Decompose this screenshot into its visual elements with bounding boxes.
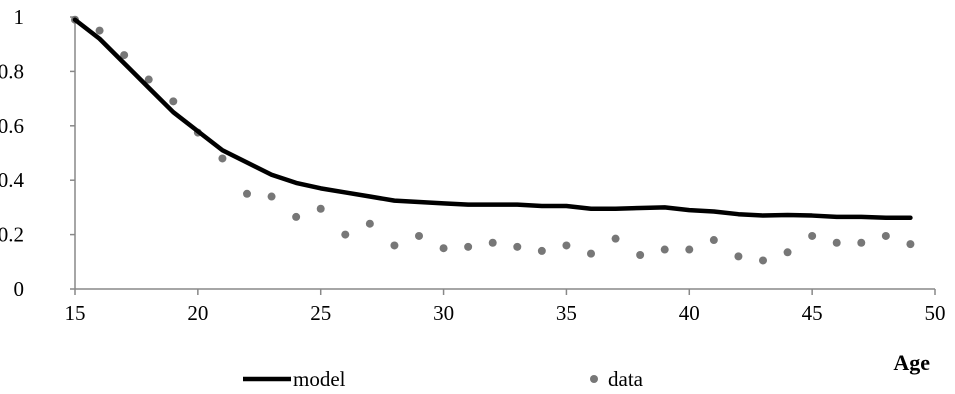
data-point (292, 212, 301, 221)
x-tick-label: 15 (65, 301, 86, 325)
data-point (95, 26, 104, 35)
legend-swatch-data (590, 375, 598, 383)
y-tick-label: 1 (14, 5, 25, 29)
x-tick-label: 25 (310, 301, 331, 325)
y-tick-label: 0.2 (0, 223, 24, 247)
x-tick-label: 35 (556, 301, 577, 325)
legend-label-model: model (293, 367, 346, 391)
data-point (562, 241, 571, 250)
data-point (513, 242, 522, 251)
data-point (537, 246, 546, 255)
data-point (316, 204, 325, 213)
data-point (144, 75, 153, 84)
data-point (832, 238, 841, 247)
y-tick-label: 0.8 (0, 59, 24, 83)
data-point (464, 242, 473, 251)
data-point (341, 230, 350, 239)
data-point (660, 245, 669, 254)
x-tick-labels: 15 20 25 30 35 40 45 50 (65, 289, 946, 325)
data-point (488, 238, 497, 247)
data-point (906, 240, 915, 249)
y-tick-label: 0 (14, 277, 25, 301)
legend-item-data: data (590, 367, 644, 391)
data-point (857, 238, 866, 247)
x-tick-label: 20 (187, 301, 208, 325)
x-axis-title: Age (893, 350, 930, 375)
data-point (439, 244, 448, 253)
data-point (808, 231, 817, 240)
data-point (759, 256, 767, 265)
x-tick-label: 40 (679, 301, 700, 325)
data-point (636, 251, 645, 259)
data-point (783, 248, 792, 257)
model-line (72, 17, 913, 220)
legend-item-model: model (243, 367, 346, 391)
plot-area (71, 15, 915, 265)
x-tick-label: 30 (433, 301, 454, 325)
y-axis: 0 0.2 0.4 0.6 0.8 1 (0, 5, 76, 301)
data-point (365, 219, 374, 228)
data-point (587, 249, 595, 258)
data-point (685, 245, 694, 254)
data-point (881, 231, 890, 240)
data-point (267, 192, 276, 201)
y-tick-label: 0.6 (0, 114, 24, 138)
y-tick-label: 0.4 (0, 168, 25, 192)
y-tick-labels: 0 0.2 0.4 0.6 0.8 1 (0, 5, 75, 301)
legend-label-data: data (608, 367, 644, 391)
x-tick-label: 50 (925, 301, 946, 325)
legend: model data (243, 367, 644, 391)
x-axis: 15 20 25 30 35 40 45 50 Age (65, 288, 946, 375)
data-point (734, 252, 743, 261)
data-point (390, 241, 399, 250)
data-point (709, 236, 718, 245)
data-point (243, 189, 251, 198)
data-point (169, 97, 178, 106)
data-point (120, 51, 129, 60)
data-point (611, 234, 620, 243)
x-tick-label: 45 (802, 301, 823, 325)
data-point (218, 154, 227, 163)
data-point (415, 231, 423, 240)
